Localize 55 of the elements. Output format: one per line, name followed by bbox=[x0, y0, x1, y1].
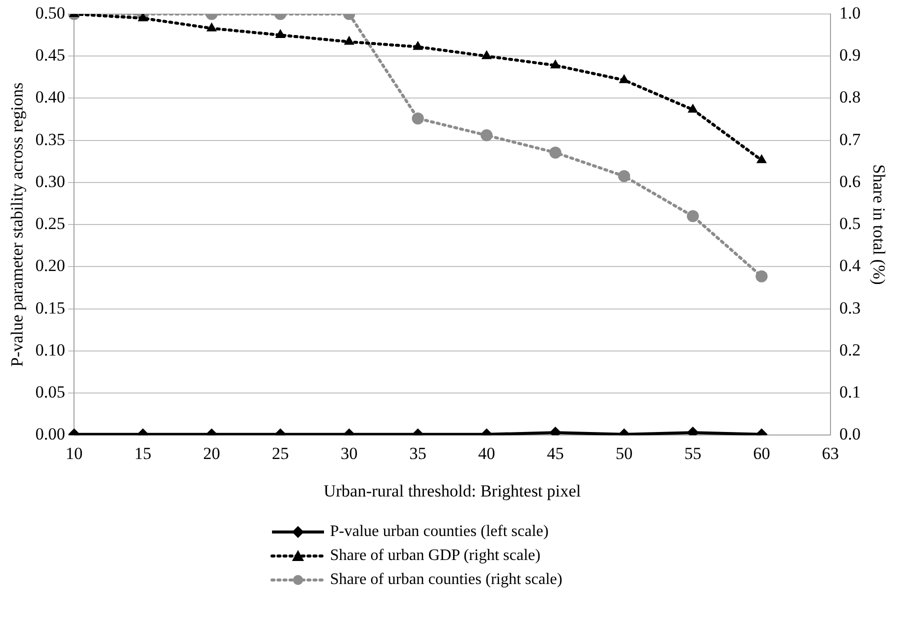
y-tick-label: 0.20 bbox=[35, 256, 66, 276]
point bbox=[686, 210, 699, 222]
y2-tick-label: 0.5 bbox=[839, 214, 861, 234]
x-axis-title: Urban-rural threshold: Brightest pixel bbox=[324, 481, 582, 500]
y2-tick-label: 0.0 bbox=[839, 424, 861, 444]
x-tick-label: 63 bbox=[822, 444, 839, 463]
y-tick-label: 0.50 bbox=[35, 3, 66, 22]
y2-tick-label: 0.2 bbox=[839, 340, 861, 360]
y2-tick-label: 1.0 bbox=[839, 3, 861, 22]
y2-tick-label: 0.8 bbox=[839, 88, 861, 107]
point bbox=[756, 270, 768, 282]
point bbox=[756, 154, 767, 164]
y-tick-label: 0.10 bbox=[35, 340, 66, 360]
y-axis-title: P-value parameter stability across regions bbox=[8, 82, 27, 367]
legend-label: Share of urban GDP (right scale) bbox=[330, 547, 540, 565]
x-tick-label: 55 bbox=[684, 444, 702, 463]
y2-tick-label: 0.6 bbox=[839, 172, 861, 191]
x-tick-label: 45 bbox=[546, 444, 564, 463]
x-tick-label: 50 bbox=[616, 444, 633, 463]
y-tick-label: 0.45 bbox=[35, 46, 66, 65]
point bbox=[481, 50, 492, 60]
y-tick-label: 0.30 bbox=[35, 172, 66, 191]
y2-axis-title: Share in total (%) bbox=[869, 164, 888, 285]
y-tick-label: 0.05 bbox=[35, 382, 66, 402]
legend-label: P-value urban counties (left scale) bbox=[330, 523, 549, 541]
point bbox=[550, 59, 561, 68]
point bbox=[549, 146, 562, 159]
x-tick-label: 35 bbox=[409, 444, 426, 463]
x-tick-label: 20 bbox=[203, 444, 220, 463]
y2-tick-label: 0.3 bbox=[839, 298, 861, 318]
y-tick-label: 0.00 bbox=[35, 424, 66, 444]
point bbox=[480, 129, 493, 142]
y2-tick-label: 0.4 bbox=[839, 256, 862, 276]
point bbox=[344, 36, 354, 45]
point bbox=[412, 112, 424, 124]
point bbox=[275, 29, 286, 38]
point bbox=[618, 170, 630, 182]
point bbox=[688, 104, 698, 113]
point bbox=[412, 40, 424, 50]
legend-label: Share of urban counties (right scale) bbox=[330, 571, 562, 589]
y2-tick-label: 0.1 bbox=[839, 382, 861, 402]
y-tick-label: 0.40 bbox=[35, 88, 66, 107]
point bbox=[618, 74, 630, 84]
y2-tick-label: 0.9 bbox=[839, 46, 861, 65]
point bbox=[206, 22, 217, 32]
y-tick-label: 0.25 bbox=[35, 214, 66, 234]
x-tick-label: 25 bbox=[272, 444, 289, 463]
y2-tick-label: 0.7 bbox=[839, 130, 862, 149]
x-tick-label: 10 bbox=[66, 444, 83, 463]
x-tick-label: 30 bbox=[340, 444, 358, 463]
x-tick-label: 40 bbox=[478, 444, 496, 463]
y-tick-label: 0.15 bbox=[35, 298, 66, 318]
y-tick-label: 0.35 bbox=[35, 130, 66, 149]
x-tick-label: 60 bbox=[753, 444, 770, 463]
x-tick-label: 15 bbox=[134, 444, 152, 463]
